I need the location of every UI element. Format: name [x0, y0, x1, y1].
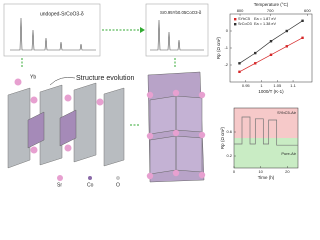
x2-label: Temperature (°C)	[254, 2, 289, 7]
xrd-box	[145, 3, 209, 57]
data-point	[301, 19, 304, 22]
y-tick-label: -2	[224, 62, 228, 67]
x2-tick-label: 600	[304, 8, 311, 13]
x-tick-label: 0	[233, 169, 236, 174]
ea-label: Ea = 1.87 eV	[254, 17, 277, 21]
x-tick-label: 20	[285, 169, 290, 174]
ea-label: Ea = 1.38 eV	[254, 22, 277, 26]
yb-label: Yb	[30, 74, 36, 80]
y-label: Rp (Ω cm²)	[220, 126, 225, 149]
legend-co: Co	[87, 182, 94, 188]
legend-sr: Sr	[57, 182, 62, 188]
data-point	[285, 45, 288, 48]
data-point	[285, 29, 288, 33]
x2-tick-label: 800	[237, 8, 244, 13]
structure-right	[146, 71, 206, 183]
data-point	[238, 70, 241, 73]
data-point	[269, 40, 273, 43]
data-point	[254, 62, 257, 65]
doped-label: Sr0.95Yb0.05CoO3-δ	[160, 10, 202, 15]
band-label: Pure-Air	[281, 151, 296, 156]
evolution-label: Structure evolution	[76, 75, 134, 82]
atom-legend	[57, 175, 120, 181]
data-line	[234, 116, 298, 146]
data-point	[238, 62, 241, 65]
x-label: Time (h)	[258, 175, 275, 180]
y-tick-label: 0.6	[226, 129, 232, 134]
plot-frame	[233, 107, 299, 169]
figure: undoped-SrCoO3-δ Sr0.95Yb0.05CoO3-δ Yb S…	[3, 2, 313, 188]
x2-tick-label: 700	[267, 8, 274, 13]
xrd-pattern	[10, 17, 96, 51]
y-tick-label: -1	[224, 45, 228, 50]
x-tick-label: 1.1	[290, 83, 296, 88]
y-tick-label: 0.2	[226, 153, 232, 158]
x-tick-label: 10	[258, 169, 263, 174]
x-tick-label: 0.95	[242, 83, 251, 88]
x-label: 1000/T (K-1)	[258, 89, 284, 94]
data-point	[301, 36, 304, 39]
band-label: SYbC5-Air	[277, 110, 297, 115]
legend-label: SrCoO3	[238, 22, 252, 26]
legend-swatch	[234, 23, 237, 26]
y-tick-label: 0	[226, 28, 229, 33]
data-point	[269, 53, 273, 56]
y-label: Rp (Ω cm²)	[216, 36, 221, 59]
structure-left	[7, 77, 125, 169]
legend-o: O	[116, 182, 120, 188]
arrow-head	[140, 27, 145, 33]
legend-swatch	[234, 18, 237, 21]
xrd-pattern	[150, 19, 204, 51]
undoped-label: undoped-SrCoO3-δ	[40, 11, 84, 17]
band	[234, 138, 298, 168]
band	[234, 108, 298, 138]
x-tick-label: 1	[260, 83, 263, 88]
plots: 0.95 1 1.05 1.1 -2 -1 0 800 700 600 Temperature (°…	[216, 2, 313, 180]
legend-label: SYbC5	[238, 17, 250, 21]
data-point	[254, 51, 257, 55]
x-tick-label: 1.05	[273, 83, 282, 88]
